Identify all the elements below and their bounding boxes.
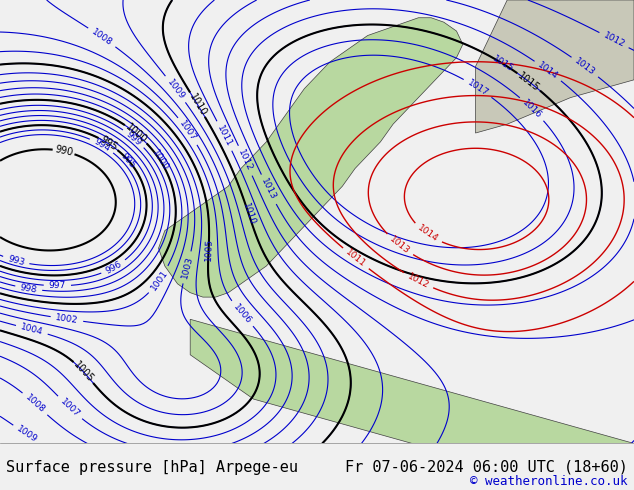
Text: 1009: 1009	[165, 77, 186, 101]
Text: 1011: 1011	[344, 248, 368, 269]
Text: 1001: 1001	[149, 268, 170, 292]
Text: 998: 998	[20, 283, 38, 294]
Text: 1005: 1005	[72, 360, 96, 385]
Text: 990: 990	[54, 145, 74, 158]
Text: 1010: 1010	[187, 92, 208, 118]
Text: 1013: 1013	[573, 56, 597, 77]
Text: 996: 996	[104, 259, 124, 275]
Text: 1007: 1007	[58, 396, 81, 419]
Text: 1010: 1010	[241, 201, 257, 226]
Polygon shape	[476, 0, 634, 133]
Text: 999: 999	[124, 129, 143, 147]
Text: 995: 995	[119, 151, 138, 170]
Text: 1011: 1011	[216, 123, 234, 148]
Text: 993: 993	[6, 254, 25, 268]
Text: 1014: 1014	[536, 60, 560, 81]
Text: 994: 994	[93, 137, 112, 153]
Text: Fr 07-06-2024 06:00 UTC (18+60): Fr 07-06-2024 06:00 UTC (18+60)	[345, 460, 628, 475]
Text: 1012: 1012	[406, 271, 430, 290]
Text: 1014: 1014	[416, 224, 439, 244]
Text: 1005: 1005	[204, 238, 214, 261]
Polygon shape	[190, 319, 634, 443]
Text: 1007: 1007	[178, 119, 198, 143]
Text: © weatheronline.co.uk: © weatheronline.co.uk	[470, 475, 628, 488]
Text: 1009: 1009	[15, 424, 39, 445]
Text: 1002: 1002	[55, 313, 79, 325]
Text: 1012: 1012	[602, 31, 626, 49]
Text: 997: 997	[49, 281, 66, 290]
Text: 1013: 1013	[388, 234, 411, 256]
Polygon shape	[158, 18, 463, 297]
Text: 1006: 1006	[231, 302, 253, 325]
Text: 1000: 1000	[124, 122, 149, 146]
Text: 1000: 1000	[150, 148, 170, 172]
Text: 995: 995	[98, 134, 119, 153]
Text: 1004: 1004	[20, 322, 44, 337]
Text: 1015: 1015	[491, 54, 515, 74]
Text: 1015: 1015	[516, 70, 541, 93]
Text: 1013: 1013	[259, 177, 278, 202]
Text: 1008: 1008	[90, 27, 114, 48]
Text: 1017: 1017	[466, 78, 490, 98]
Text: 1012: 1012	[236, 148, 254, 173]
Text: 1003: 1003	[180, 255, 194, 280]
Text: 1008: 1008	[23, 393, 47, 415]
Text: Surface pressure [hPa] Arpege-eu: Surface pressure [hPa] Arpege-eu	[6, 460, 299, 475]
Text: 1016: 1016	[521, 98, 543, 120]
